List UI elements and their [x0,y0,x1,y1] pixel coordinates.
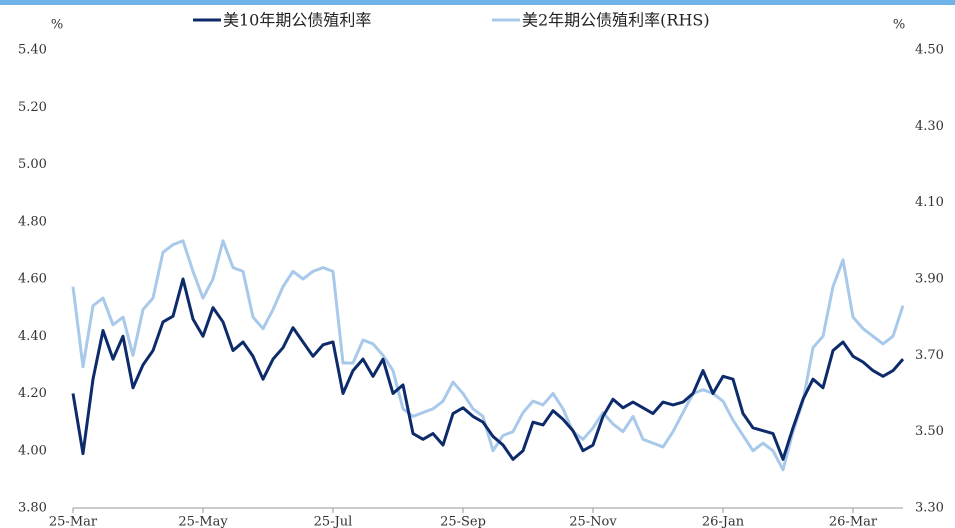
y-tick-label: 5.20 [18,100,47,115]
x-tick-label: 25-Mar [49,515,98,528]
series-line [71,277,905,461]
x-tick-label: 25-Sep [440,515,486,528]
x-tick-label: 26-Mar [829,515,878,528]
y-tick-label: 5.00 [18,157,47,172]
y-tick-label: 5.40 [18,43,47,58]
top-band [0,0,955,5]
x-tick-label: 25-Nov [569,515,617,528]
y2-tick-label: 4.50 [915,43,944,58]
y-unit: % [51,18,63,33]
legend-label: 美10年期公债殖利率 [223,11,371,30]
y2-tick-label: 4.10 [915,195,944,210]
y2-unit: % [893,18,905,33]
y2-tick-label: 3.50 [915,424,944,439]
y-tick-label: 4.40 [18,329,47,344]
y-tick-label: 3.80 [18,501,47,516]
x-tick-label: 26-Jan [702,515,745,528]
y-tick-label: 4.80 [18,214,47,229]
legend-label: 美2年期公债殖利率(RHS) [522,11,710,30]
x-tick-label: 25-May [178,515,228,528]
x-tick-label: 25-Jul [314,515,353,528]
series-line [71,239,905,472]
y2-tick-label: 3.30 [915,501,944,516]
y-tick-label: 4.20 [18,386,47,401]
y-tick-label: 4.60 [18,272,47,287]
y2-tick-label: 3.70 [915,348,944,363]
y-tick-label: 4.00 [18,443,47,458]
y2-tick-label: 4.30 [915,119,944,134]
y2-tick-label: 3.90 [915,272,944,287]
